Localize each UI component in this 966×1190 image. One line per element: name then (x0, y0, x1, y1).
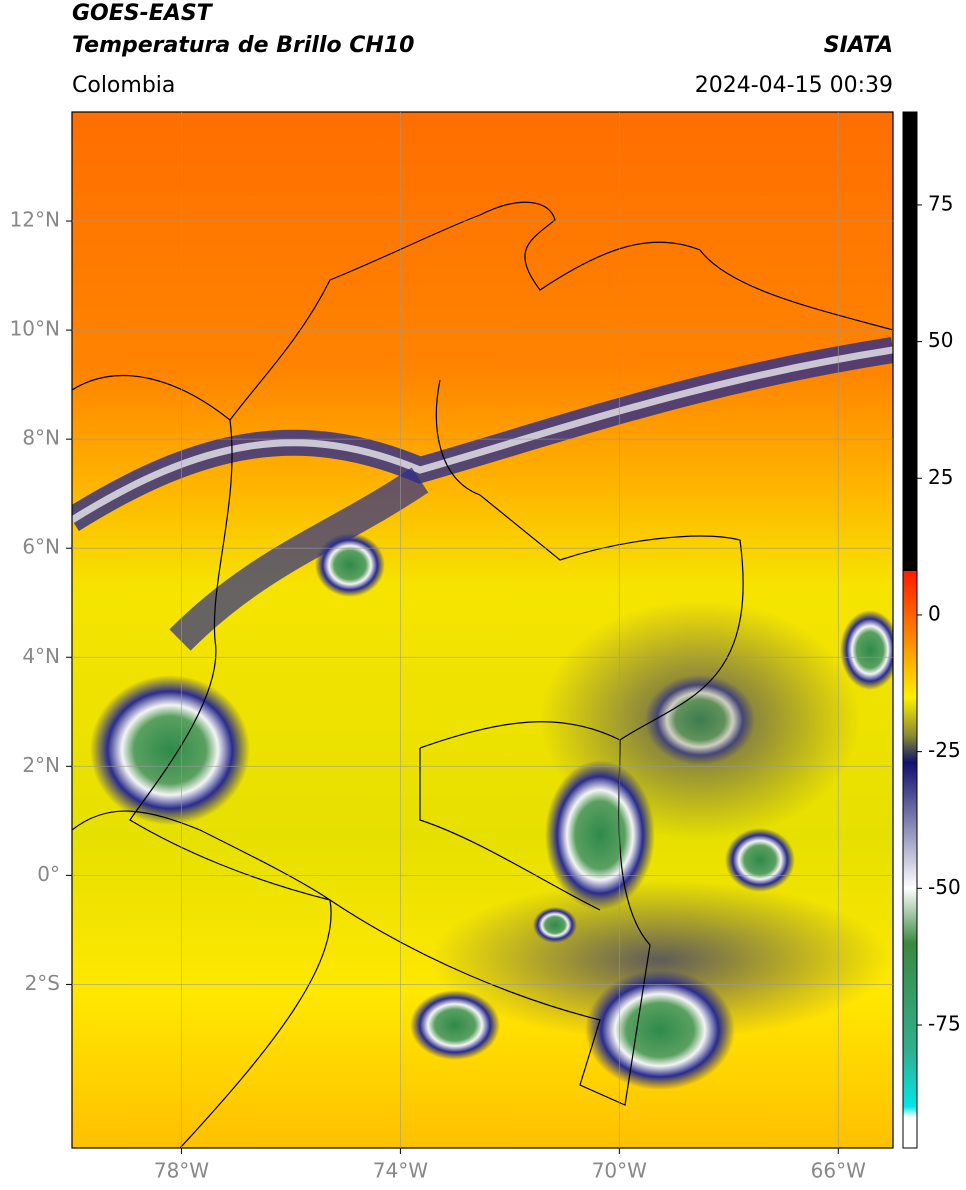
lat-tick-label: 4°N (22, 644, 60, 668)
region: Colombia (72, 73, 175, 98)
title: GOES-EAST (72, 1, 214, 26)
lon-tick-label: 66°W (811, 1159, 866, 1183)
lat-tick-label: 2°S (25, 971, 60, 995)
lon-tick-label: 74°W (373, 1159, 428, 1183)
colorbar-tick-label: -50 (928, 875, 961, 899)
source: SIATA (824, 33, 893, 58)
lon-tick-label: 70°W (592, 1159, 647, 1183)
lat-tick-label: 8°N (22, 426, 60, 450)
lat-tick-label: 10°N (10, 317, 60, 341)
colorbar (902, 111, 918, 1149)
colorbar-tick-label: 25 (928, 465, 953, 489)
satellite-image (72, 112, 893, 1148)
colorbar-tick-label: -25 (928, 738, 961, 762)
lat-tick-label: 12°N (10, 208, 60, 232)
lon-tick-label: 78°W (154, 1159, 209, 1183)
colorbar-tick-label: 75 (928, 191, 953, 215)
lat-tick-label: 6°N (22, 535, 60, 559)
colorbar-tick-label: 0 (928, 601, 941, 625)
colorbar-tick-label: 50 (928, 328, 953, 352)
map-frame (71, 111, 894, 1149)
datetime: 2024-04-15 00:39 (695, 73, 893, 98)
lat-tick-label: 2°N (22, 753, 60, 777)
subtitle: Temperatura de Brillo CH10 (72, 33, 414, 58)
lat-tick-label: 0° (37, 862, 60, 886)
colorbar-tick-label: -75 (928, 1011, 961, 1035)
